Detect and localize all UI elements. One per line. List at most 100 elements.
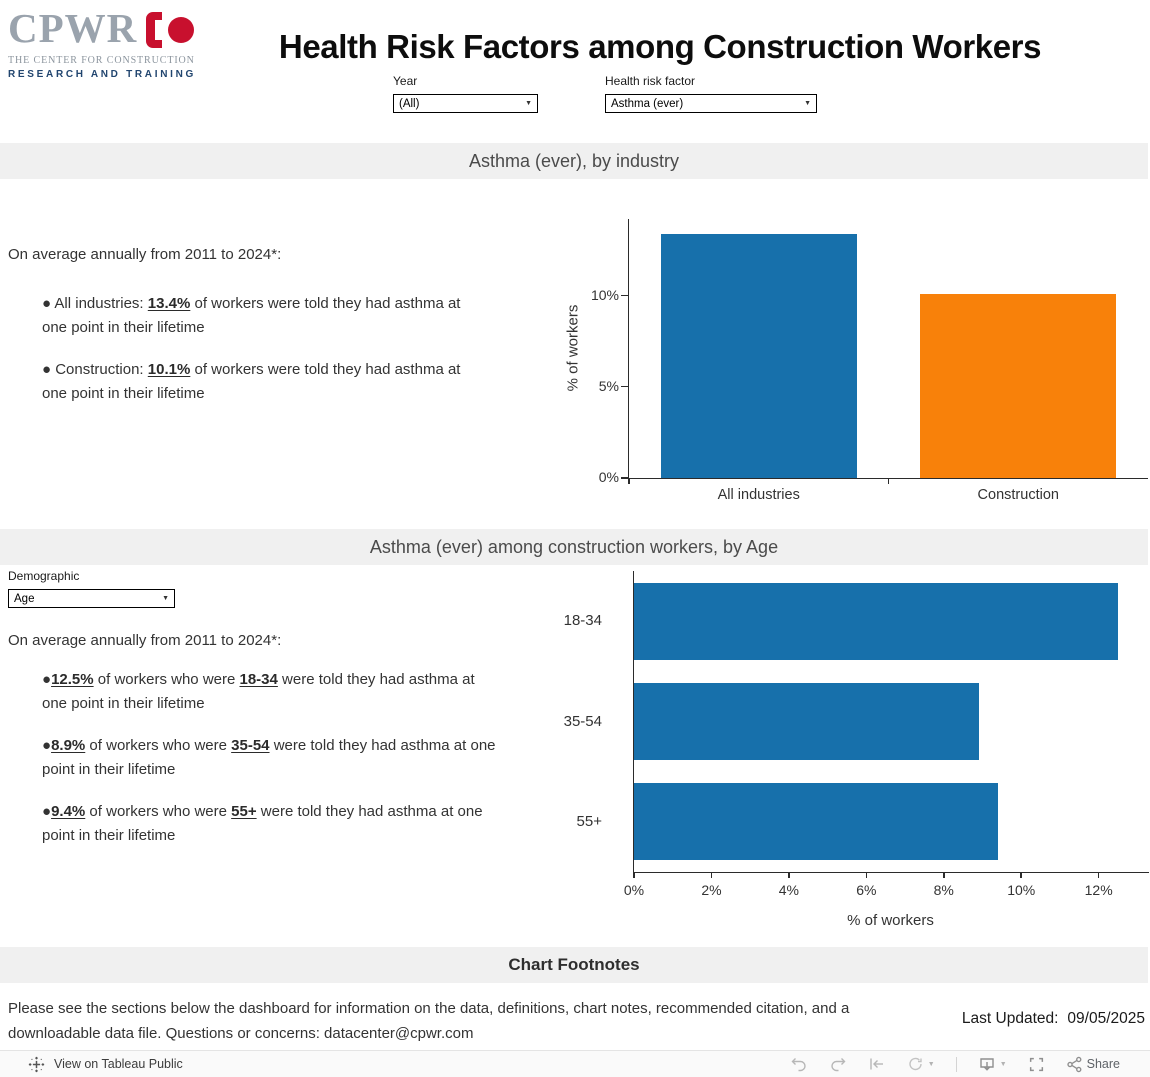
- industry-bar-chart: % of workers 0% 5% 10% All industries Constr…: [560, 200, 1148, 510]
- x-tick-mark: [887, 478, 889, 484]
- view-on-tableau-public-button[interactable]: View on Tableau Public: [28, 1056, 183, 1073]
- x-tick-mark: [943, 872, 945, 878]
- industry-bullet-construction: ● Construction: 10.1% of workers were to…: [42, 361, 461, 402]
- refresh-button[interactable]: ▼: [907, 1056, 935, 1072]
- x-tick-mark: [628, 478, 630, 484]
- y-tick-mark: [621, 294, 629, 297]
- stat-all-industries: 13.4%: [147, 295, 191, 312]
- fullscreen-icon[interactable]: [1028, 1056, 1045, 1073]
- chevron-down-icon: ▼: [927, 1060, 935, 1068]
- chevron-down-icon: ▼: [525, 100, 532, 107]
- x-tick-mark: [1020, 872, 1022, 878]
- toolbar-separator: [955, 1056, 957, 1072]
- bar-18-34[interactable]: [634, 582, 1119, 660]
- age-intro: On average annually from 2011 to 2024*:: [8, 632, 282, 649]
- redo-icon[interactable]: [829, 1056, 847, 1072]
- cpwr-logo: CPWR THE CENTER FOR CONSTRUCTION RESEARC…: [8, 5, 196, 80]
- chevron-down-icon: ▼: [804, 100, 811, 107]
- x-tick-mark: [788, 872, 790, 878]
- y-tick-label: 5%: [598, 377, 619, 394]
- toolbar-actions: ▼ ▼ Share: [790, 1056, 1120, 1073]
- bar-construction[interactable]: [920, 293, 1117, 478]
- y-tick-label: 10%: [590, 286, 619, 303]
- logo-tagline-2: RESEARCH AND TRAINING: [8, 69, 196, 80]
- age-x-axis-label: % of workers: [847, 912, 934, 929]
- refresh-icon: [909, 1057, 922, 1071]
- x-tick-mark: [710, 872, 713, 878]
- last-updated-value: 09/05/2025: [1067, 1010, 1145, 1027]
- x-tick-label: 10%: [1007, 882, 1036, 898]
- footnotes-text: Please see the sections below the dashbo…: [8, 1000, 850, 1042]
- group-18-34: 18-34: [239, 671, 278, 688]
- filter-demographic: Demographic Age ▼: [8, 569, 175, 608]
- age-bullet-55: ●9.4% of workers who were 55+ were told …: [42, 803, 483, 844]
- age-section-banner: Asthma (ever) among construction workers…: [0, 529, 1148, 565]
- group-55: 55+: [231, 803, 257, 820]
- revert-icon[interactable]: [868, 1056, 886, 1072]
- category-label-18-34: 18-34: [563, 612, 602, 630]
- filter-year: Year (All) ▼: [393, 74, 538, 113]
- industry-plot-area: 0% 5% 10% All industries Construction: [591, 219, 1148, 503]
- age-plot-area: 0% 2% 4% 6% 8% 10% 12% 18-34 35-54 55+: [564, 571, 1149, 898]
- filter-demographic-label: Demographic: [8, 569, 80, 583]
- chevron-down-icon: ▼: [999, 1060, 1007, 1068]
- x-tick-mark: [1097, 872, 1100, 878]
- cpwr-wordmark: CPWR: [8, 5, 138, 51]
- stat-55: 9.4%: [51, 803, 86, 820]
- industry-section-banner: Asthma (ever), by industry: [0, 143, 1148, 179]
- x-tick-label: 8%: [933, 882, 954, 898]
- category-label-35-54: 35-54: [563, 712, 602, 730]
- age-bullet-35-54: ●8.9% of workers who were 35-54 were tol…: [42, 737, 496, 778]
- share-button[interactable]: Share: [1066, 1056, 1120, 1073]
- share-icon: [1066, 1056, 1082, 1072]
- x-tick-label: 0%: [623, 882, 645, 898]
- bar-all-industries[interactable]: [660, 233, 857, 478]
- industry-bullets: ● All industries: 13.4% of workers were …: [42, 292, 487, 424]
- x-tick-mark: [865, 872, 868, 878]
- category-label-construction: Construction: [977, 487, 1059, 503]
- age-bullet-18-34: ●12.5% of workers who were 18-34 were to…: [42, 671, 475, 712]
- demographic-dropdown[interactable]: Age ▼: [8, 589, 175, 608]
- x-tick-label: 6%: [856, 882, 877, 898]
- age-bullets: ●12.5% of workers who were 18-34 were to…: [42, 668, 500, 866]
- last-updated: Last Updated: 09/05/2025: [962, 1010, 1145, 1028]
- age-bar-chart: 0% 2% 4% 6% 8% 10% 12% 18-34 35-54 55+ % of worke…: [540, 565, 1150, 937]
- year-dropdown[interactable]: (All) ▼: [393, 94, 538, 113]
- download-icon: [980, 1057, 994, 1071]
- chevron-down-icon: ▼: [162, 595, 169, 602]
- stat-35-54: 8.9%: [51, 737, 86, 754]
- download-button[interactable]: ▼: [978, 1056, 1007, 1073]
- cpwr-bracket-icon: [146, 12, 195, 48]
- tableau-logo-icon: [28, 1056, 45, 1072]
- logo-tagline-1: THE CENTER FOR CONSTRUCTION: [8, 55, 195, 66]
- year-dropdown-value: (All): [399, 97, 420, 110]
- y-tick-label: 0%: [598, 469, 619, 485]
- bar-35-54[interactable]: [634, 683, 979, 760]
- x-tick-mark: [633, 872, 635, 878]
- y-tick-mark: [621, 385, 629, 388]
- category-label-55: 55+: [576, 812, 602, 830]
- demographic-dropdown-value: Age: [14, 592, 35, 605]
- stat-construction: 10.1%: [147, 361, 191, 378]
- y-tick-mark: [621, 477, 629, 479]
- risk-factor-dropdown[interactable]: Asthma (ever) ▼: [605, 94, 817, 113]
- risk-dropdown-value: Asthma (ever): [611, 97, 684, 110]
- industry-intro: On average annually from 2011 to 2024*:: [8, 246, 282, 263]
- undo-icon[interactable]: [790, 1056, 808, 1072]
- share-label: Share: [1086, 1057, 1120, 1071]
- last-updated-label: Last Updated:: [961, 1010, 1059, 1027]
- x-tick-label: 2%: [701, 882, 722, 898]
- bar-55[interactable]: [634, 783, 998, 861]
- view-label: View on Tableau Public: [54, 1057, 183, 1071]
- x-tick-label: 4%: [778, 882, 799, 898]
- footnotes-banner: Chart Footnotes: [0, 947, 1148, 983]
- stat-18-34: 12.5%: [51, 671, 94, 688]
- filter-year-label: Year: [393, 74, 418, 88]
- page-title: Health Risk Factors among Construction W…: [278, 28, 1042, 65]
- category-label-all-industries: All industries: [717, 487, 800, 503]
- filter-risk-factor: Health risk factor Asthma (ever) ▼: [605, 74, 817, 113]
- x-tick-label: 12%: [1084, 882, 1113, 898]
- filter-risk-label: Health risk factor: [605, 74, 696, 88]
- group-35-54: 35-54: [231, 737, 270, 754]
